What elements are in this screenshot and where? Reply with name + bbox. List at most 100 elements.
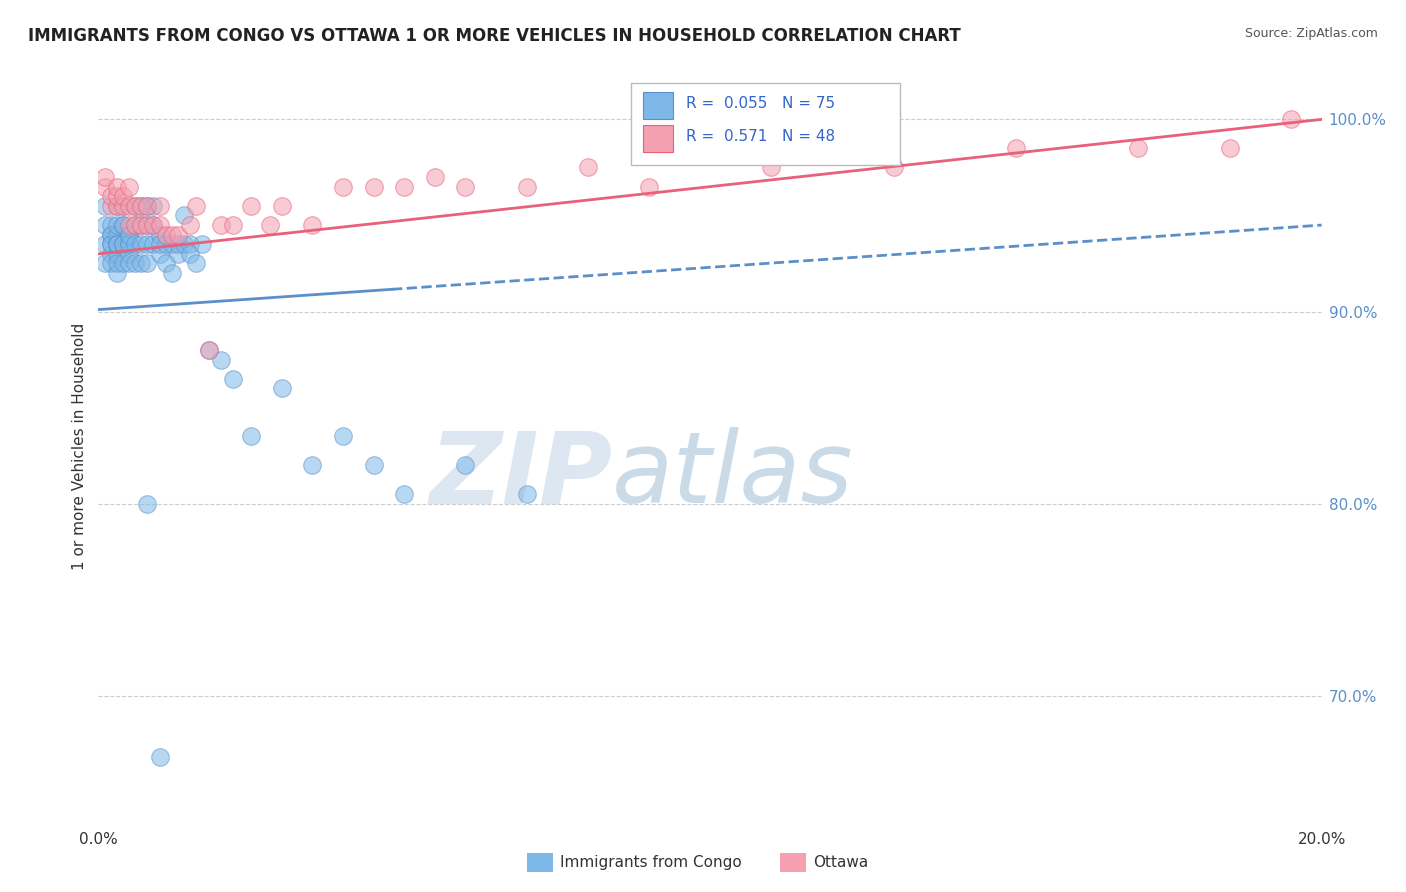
Point xyxy=(129,199,152,213)
Point xyxy=(160,237,183,252)
Point xyxy=(118,199,141,213)
Point xyxy=(209,218,232,232)
Point xyxy=(100,227,122,242)
Point xyxy=(93,179,115,194)
Point xyxy=(124,218,146,232)
Point xyxy=(111,237,134,252)
Point xyxy=(197,343,219,357)
Point xyxy=(332,179,354,194)
Point xyxy=(454,179,477,194)
Point xyxy=(155,227,177,242)
Point xyxy=(129,237,152,252)
Point xyxy=(637,179,661,194)
Point xyxy=(392,179,416,194)
Point xyxy=(516,179,538,194)
Point xyxy=(149,199,172,213)
Point xyxy=(93,169,115,184)
Point xyxy=(167,237,190,252)
Point xyxy=(105,218,128,232)
Point xyxy=(100,237,122,252)
Point xyxy=(240,199,263,213)
Point xyxy=(105,256,128,270)
Point xyxy=(142,218,165,232)
FancyBboxPatch shape xyxy=(630,83,900,165)
Point xyxy=(142,199,165,213)
Point xyxy=(105,199,128,213)
Point xyxy=(118,256,141,270)
Point xyxy=(186,256,208,270)
Point xyxy=(124,199,146,213)
Text: Immigrants from Congo: Immigrants from Congo xyxy=(560,855,741,870)
Point xyxy=(100,189,122,203)
Point xyxy=(118,237,141,252)
Point xyxy=(111,218,134,232)
Text: Ottawa: Ottawa xyxy=(813,855,868,870)
Point xyxy=(118,227,141,242)
Point xyxy=(105,247,128,261)
Point xyxy=(155,237,177,252)
Point xyxy=(142,218,165,232)
FancyBboxPatch shape xyxy=(643,125,673,152)
Point xyxy=(136,497,159,511)
Point xyxy=(129,256,152,270)
Point xyxy=(124,199,146,213)
Point xyxy=(576,161,599,175)
Point xyxy=(392,487,416,501)
Point xyxy=(111,199,134,213)
Point xyxy=(179,218,201,232)
Point xyxy=(222,218,245,232)
Point xyxy=(363,458,385,473)
Point xyxy=(270,381,292,395)
Point xyxy=(301,218,323,232)
Point xyxy=(100,199,122,213)
Point xyxy=(105,237,128,252)
Point xyxy=(363,179,385,194)
Point xyxy=(111,218,134,232)
Text: Source: ZipAtlas.com: Source: ZipAtlas.com xyxy=(1244,27,1378,40)
Text: ZIP: ZIP xyxy=(429,427,612,524)
Point xyxy=(259,218,281,232)
Point xyxy=(149,237,172,252)
Point xyxy=(149,218,172,232)
Point xyxy=(111,237,134,252)
Point xyxy=(105,199,128,213)
Point xyxy=(136,218,159,232)
Point xyxy=(136,199,159,213)
Point xyxy=(100,218,122,232)
Point xyxy=(149,227,172,242)
Point xyxy=(179,247,201,261)
Point xyxy=(167,227,190,242)
Point xyxy=(105,266,128,280)
Point xyxy=(100,256,122,270)
Point xyxy=(186,199,208,213)
Point xyxy=(167,247,190,261)
Point xyxy=(454,458,477,473)
Point xyxy=(883,161,905,175)
Point xyxy=(191,237,214,252)
Point xyxy=(155,256,177,270)
Point xyxy=(111,189,134,203)
Point xyxy=(118,218,141,232)
Point xyxy=(105,237,128,252)
Point xyxy=(124,218,146,232)
Point xyxy=(118,247,141,261)
Point xyxy=(136,199,159,213)
Text: R =  0.055   N = 75: R = 0.055 N = 75 xyxy=(686,96,835,112)
Point xyxy=(209,352,232,367)
Point xyxy=(129,218,152,232)
Point xyxy=(197,343,219,357)
Point xyxy=(136,256,159,270)
Point xyxy=(1219,141,1241,155)
Point xyxy=(149,750,172,764)
Point xyxy=(111,256,134,270)
Point xyxy=(93,237,115,252)
Point xyxy=(173,237,195,252)
Point xyxy=(129,218,152,232)
Text: IMMIGRANTS FROM CONGO VS OTTAWA 1 OR MORE VEHICLES IN HOUSEHOLD CORRELATION CHAR: IMMIGRANTS FROM CONGO VS OTTAWA 1 OR MOR… xyxy=(28,27,960,45)
Point xyxy=(100,237,122,252)
Point xyxy=(332,429,354,443)
Point xyxy=(240,429,263,443)
Point xyxy=(118,227,141,242)
Y-axis label: 1 or more Vehicles in Household: 1 or more Vehicles in Household xyxy=(72,322,87,570)
Point xyxy=(93,218,115,232)
